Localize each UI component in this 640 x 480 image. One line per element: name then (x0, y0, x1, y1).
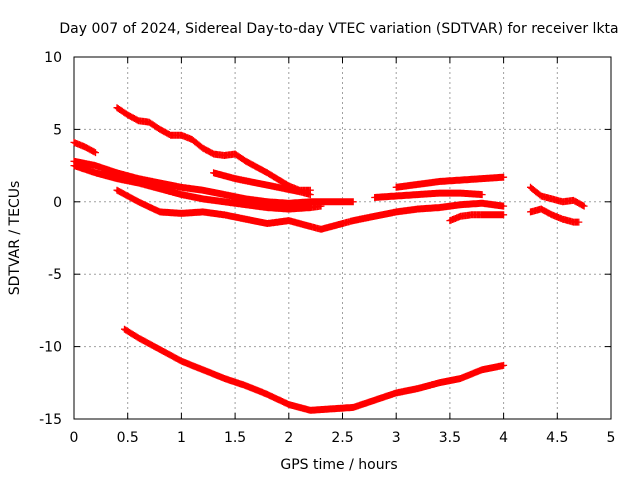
data-marks (121, 325, 508, 414)
data-marks (70, 157, 357, 207)
data-marks (392, 173, 508, 191)
series-track-3 (70, 162, 325, 213)
series-track-8 (371, 189, 486, 201)
y-tick-label: 0 (53, 195, 62, 211)
y-axis-label: SDTVAR / TECUs (7, 181, 23, 296)
x-tick-label: 1.5 (224, 430, 246, 446)
series-track-7 (392, 173, 508, 191)
series-track-2 (70, 157, 357, 207)
x-tick-label: 5 (607, 430, 616, 446)
axis-ticks: 0 0.5 1 1.5 2 2.5 3 3.5 4 4.5 5 -15 -10 -5 0 5 10 (39, 50, 615, 446)
series-track-4 (113, 186, 508, 233)
x-tick-label: 3 (392, 430, 401, 446)
data-marks (446, 211, 508, 225)
data-marks (527, 205, 583, 226)
y-tick-label: 5 (53, 122, 62, 138)
x-tick-label: 4 (499, 430, 508, 446)
series-track-6 (210, 169, 314, 199)
data-marks (210, 169, 314, 199)
series-track-1 (70, 138, 99, 157)
data-marks (371, 189, 486, 201)
x-tick-label: 1 (177, 430, 186, 446)
series-track-10 (527, 183, 588, 210)
x-tick-label: 0.5 (117, 430, 139, 446)
series-track-11 (527, 205, 583, 226)
x-axis-label: GPS time / hours (280, 457, 397, 473)
data-marks (113, 186, 508, 233)
x-tick-label: 2.5 (331, 430, 353, 446)
x-tick-label: 2 (284, 430, 293, 446)
y-tick-label: 10 (44, 50, 62, 66)
series-track-12 (121, 325, 508, 414)
data-marks (70, 162, 325, 213)
chart-title: Day 007 of 2024, Sidereal Day-to-day VTE… (59, 21, 618, 37)
data-points (70, 104, 588, 414)
y-tick-label: -10 (39, 340, 62, 356)
x-tick-label: 0 (70, 430, 79, 446)
y-tick-label: -15 (39, 412, 62, 428)
x-tick-label: 4.5 (546, 430, 568, 446)
data-marks (527, 183, 588, 210)
data-marks (70, 138, 99, 157)
x-tick-label: 3.5 (439, 430, 461, 446)
grid (74, 57, 611, 419)
series-track-9 (446, 211, 508, 225)
y-tick-label: -5 (48, 267, 62, 283)
